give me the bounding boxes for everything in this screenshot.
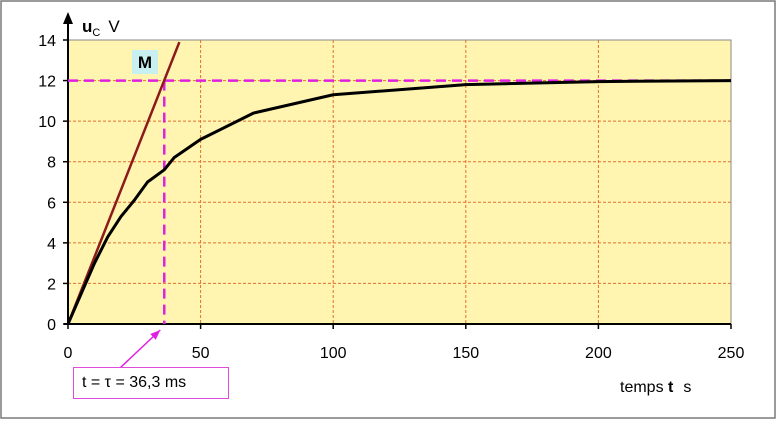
y-axis-label-sub: C — [92, 27, 100, 39]
axes — [63, 12, 732, 329]
x-axis-label-unit: s — [683, 379, 691, 396]
y-tick-label: 4 — [47, 236, 56, 253]
y-axis-label-main: u — [82, 17, 92, 36]
x-tick-label: 250 — [718, 345, 745, 362]
x-tick-label: 0 — [64, 345, 73, 362]
x-tick-labels: 0 50 100 150 200 250 — [64, 345, 745, 362]
x-tick-label: 200 — [585, 345, 612, 362]
tau-arrow-head — [150, 330, 161, 340]
y-tick-labels: 0 2 4 6 8 10 12 14 — [38, 33, 56, 334]
y-axis-label: uC V — [82, 17, 120, 39]
tangent-line — [66, 41, 181, 325]
x-tick-label: 50 — [192, 345, 210, 362]
y-tick-label: 10 — [38, 114, 56, 131]
y-tick-label: 2 — [47, 276, 56, 293]
y-tick-label: 6 — [47, 195, 56, 212]
plot-area — [68, 40, 731, 324]
x-axis-label-bold: t — [668, 379, 674, 396]
x-tick-label: 100 — [320, 345, 347, 362]
y-axis-arrow — [63, 12, 73, 24]
y-axis-label-unit: V — [108, 17, 120, 36]
point-m-label: M — [138, 53, 152, 72]
x-axis-label-main: temps — [620, 379, 668, 396]
tau-annotation: t = τ = 36,3 ms — [73, 367, 229, 399]
point-m-label-bg — [132, 50, 158, 74]
y-tick-label: 0 — [47, 317, 56, 334]
y-tick-label: 14 — [38, 33, 56, 50]
x-tick-label: 150 — [452, 345, 479, 362]
y-tick-label: 8 — [47, 155, 56, 172]
uc-curve — [66, 79, 732, 325]
y-tick-label: 12 — [38, 74, 56, 91]
